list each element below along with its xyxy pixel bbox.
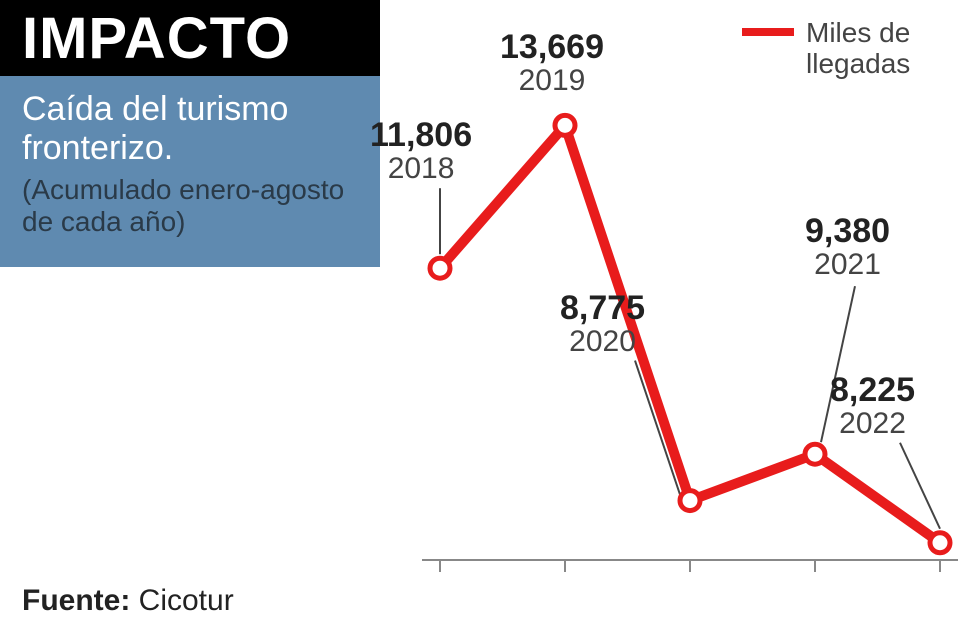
data-point-value: 13,669 [500, 30, 604, 64]
data-point-label: 13,6692019 [500, 30, 604, 97]
data-point-value: 9,380 [805, 214, 890, 248]
data-point-year: 2022 [830, 407, 915, 440]
source-line: Fuente: Cicotur [22, 584, 234, 618]
data-point-value: 8,225 [830, 373, 915, 407]
line-chart: Miles de llegadas 11,806201813,66920198,… [400, 0, 960, 600]
data-point-value: 11,806 [370, 118, 472, 152]
legend-label: Miles de llegadas [806, 18, 936, 80]
data-point-value: 8,775 [560, 291, 645, 325]
data-point-label: 8,2252022 [830, 373, 915, 440]
chart-svg [400, 0, 960, 600]
legend-swatch [742, 28, 794, 36]
legend: Miles de llegadas [742, 18, 936, 80]
data-point-year: 2021 [805, 248, 890, 281]
data-point-label: 8,7752020 [560, 291, 645, 358]
title-bar: IMPACTO [0, 0, 380, 76]
data-point-label: 11,8062018 [370, 118, 472, 185]
chart-title: IMPACTO [22, 10, 358, 68]
source-label: Fuente: [22, 584, 130, 617]
data-point-year: 2018 [370, 152, 472, 185]
chart-note: (Acumulado enero-agosto de cada año) [22, 174, 358, 238]
data-point-year: 2020 [560, 325, 645, 358]
data-point-year: 2019 [500, 64, 604, 97]
source-name: Cicotur [139, 584, 234, 617]
chart-subtitle: Caída del turismo fronterizo. [22, 90, 358, 168]
data-point-label: 9,3802021 [805, 214, 890, 281]
info-panel: IMPACTO Caída del turismo fronterizo. (A… [0, 0, 380, 267]
